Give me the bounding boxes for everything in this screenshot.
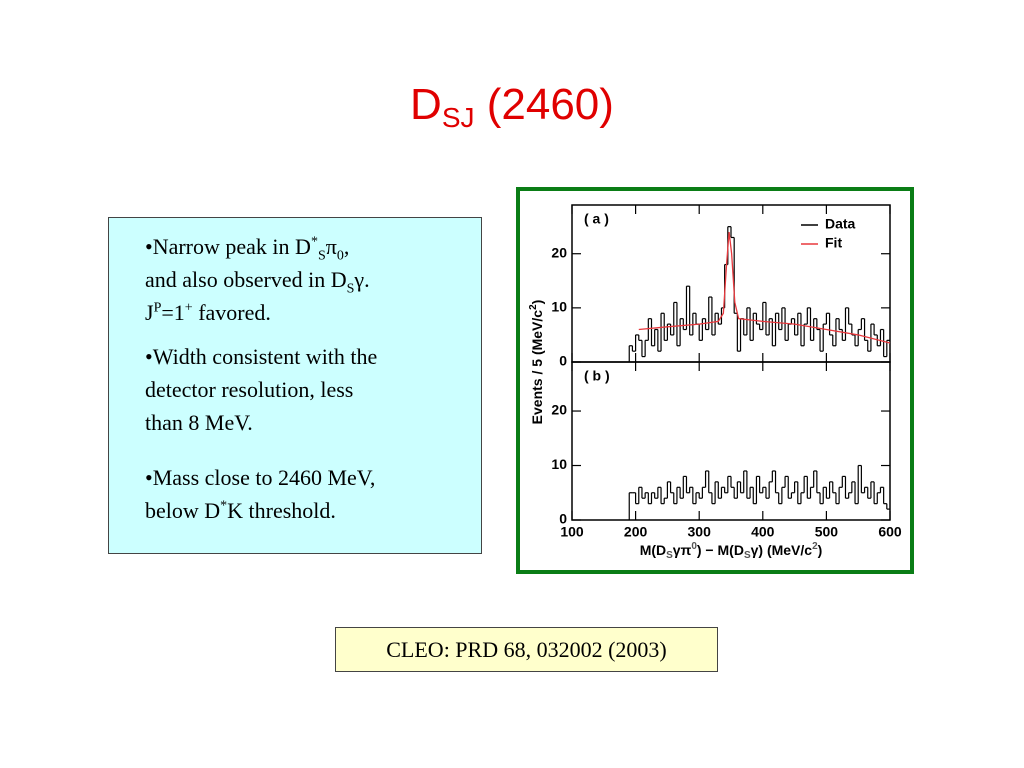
text-run: ) − M(D (697, 542, 744, 558)
text-run: π (325, 234, 337, 259)
text-run: γ) (MeV/c (751, 542, 813, 558)
y-tick-label: 20 (551, 402, 567, 418)
x-tick-label: 100 (560, 524, 584, 540)
x-tick-label: 200 (624, 524, 648, 540)
text-run: P (153, 300, 162, 316)
text-run: •Width consistent with the (145, 344, 378, 369)
panel-frame (571, 361, 891, 521)
slide-title: DSJ (2460) (0, 80, 1024, 134)
citation: CLEO: PRD 68, 032002 (2003) (335, 627, 718, 672)
x-tick-label: 400 (751, 524, 775, 540)
text-run: ) (529, 300, 545, 305)
text-run: S (744, 550, 751, 561)
x-tick-label: 500 (815, 524, 839, 540)
y-axis-label: Events / 5 (MeV/c2) (528, 300, 545, 425)
plot-figure: Events / 5 (MeV/c2) M(DSγπ0) − M(DSγ) (M… (516, 187, 914, 574)
text-run: •Narrow peak in D (145, 234, 311, 259)
text-run: •Mass close to 2460 MeV, (145, 465, 376, 490)
panel-label: ( a ) (584, 211, 609, 227)
x-tick-label: 300 (688, 524, 712, 540)
text-run: + (184, 300, 193, 316)
text-run: , (343, 234, 350, 259)
panel-label: ( b ) (584, 368, 610, 384)
text-run: below D (145, 498, 221, 523)
text-run: 0 (336, 248, 344, 264)
x-axis-label: M(DSγπ0) − M(DSγ) (MeV/c2) (640, 541, 823, 561)
text-run: S (317, 248, 326, 264)
text-run: γπ (673, 542, 692, 558)
text-run: detector resolution, less (145, 377, 354, 402)
y-tick-label: 0 (559, 511, 567, 527)
text-run: S (666, 550, 673, 561)
text-run: * (220, 498, 228, 514)
bullet-box: •Narrow peak in D*Sπ0, and also observed … (108, 217, 482, 554)
text-run: * (310, 234, 318, 250)
text-run: Events / 5 (MeV/c (529, 310, 545, 425)
bullet: •Mass close to 2460 MeV, below D*K thresh… (145, 461, 471, 527)
text-run: than 8 MeV. (145, 410, 253, 435)
bullet: •Narrow peak in D*Sπ0, and also observed … (145, 230, 471, 329)
text-run: 2 (528, 304, 539, 310)
x-tick-label: 600 (878, 524, 902, 540)
y-tick-label: 20 (551, 244, 567, 260)
text-run: K threshold. (227, 498, 336, 523)
text-run: J (145, 300, 154, 325)
text-run: =1 (161, 300, 185, 325)
legend-label: Data (825, 216, 856, 232)
fit-curve (638, 231, 891, 344)
text-run: ) (818, 542, 823, 558)
bullet: •Width consistent with the detector resol… (145, 340, 471, 439)
title-subscript: SJ (441, 102, 475, 133)
y-tick-label: 10 (551, 456, 567, 472)
text-run: M(D (640, 542, 666, 558)
text-run: and also observed in D (145, 267, 347, 292)
title-text: (2460) (474, 80, 614, 129)
title-text: D (410, 80, 442, 129)
text-run: γ. (354, 267, 370, 292)
y-tick-label: 10 (551, 299, 567, 315)
text-run: favored. (192, 300, 271, 325)
text-run: 0 (691, 541, 697, 552)
text-run: 2 (812, 541, 818, 552)
figure-frame (516, 187, 914, 574)
text-run: S (346, 281, 355, 297)
y-tick-label: 0 (559, 353, 567, 369)
legend-label: Fit (825, 235, 842, 251)
